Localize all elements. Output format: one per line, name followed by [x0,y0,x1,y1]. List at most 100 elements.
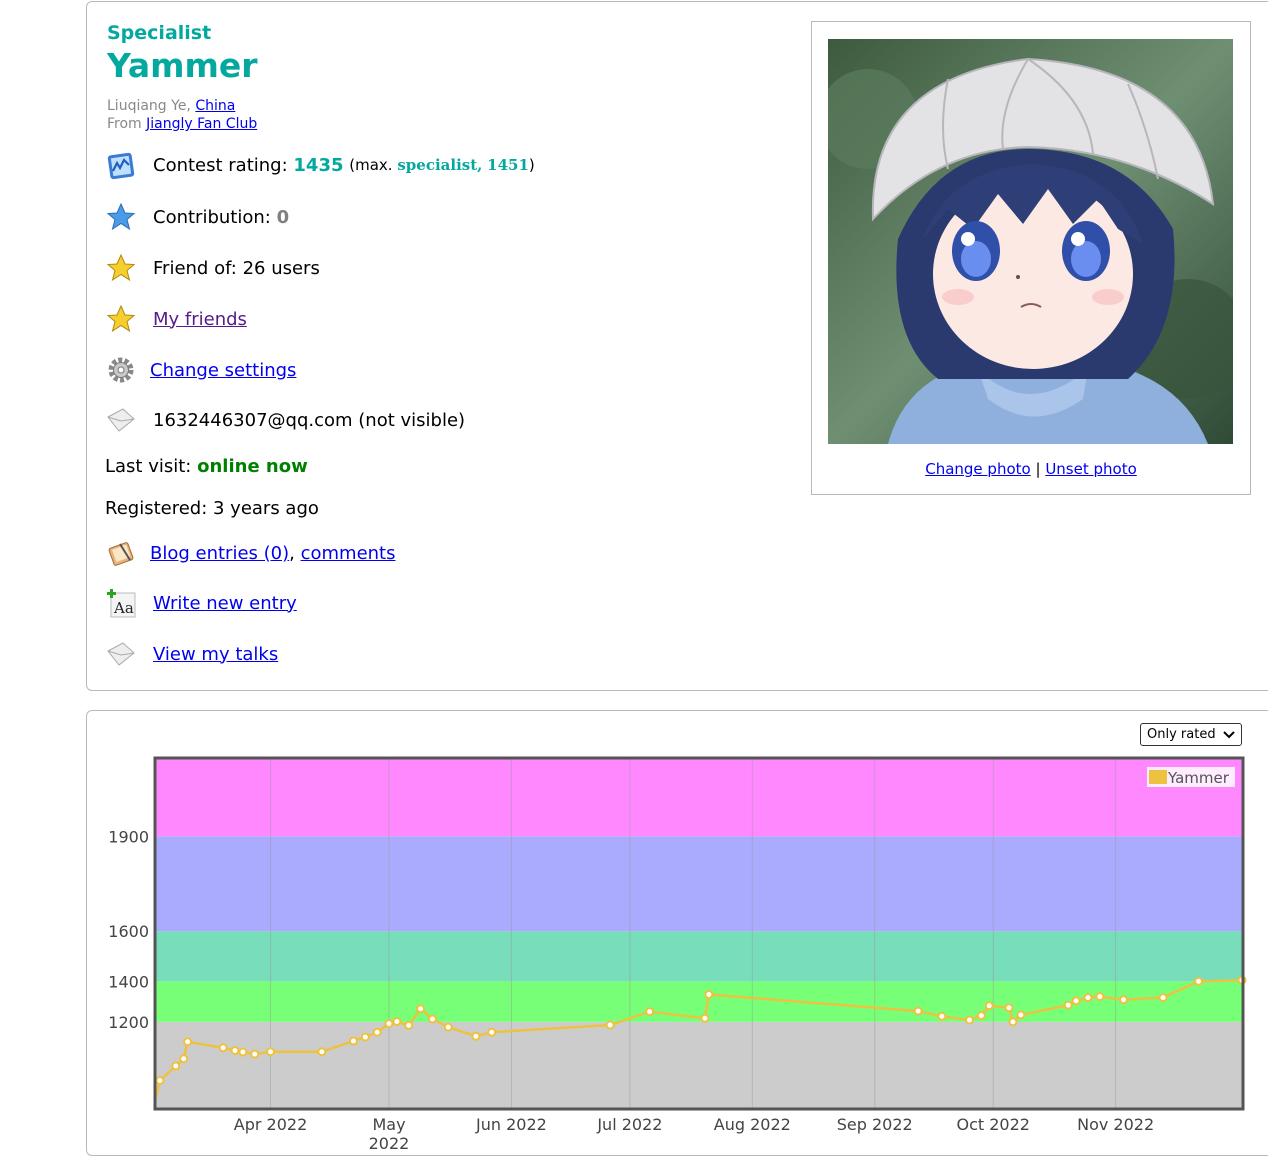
contest-rating-value: 1435 [293,154,344,176]
data-point [976,1011,986,1021]
photo-links: Change photo | Unset photo [812,460,1250,478]
change-settings-link[interactable]: Change settings [150,359,297,381]
my-friends-row: My friends [105,303,247,335]
rating-filter-select[interactable]: Only rated [1140,723,1242,746]
data-point [965,1015,975,1025]
user-photo-frame: Change photo | Unset photo [811,21,1251,495]
data-point [427,1014,437,1024]
blog-comma: , [289,542,295,564]
data-point [238,1047,248,1057]
legend-swatch [1149,770,1167,784]
data-point [487,1027,497,1037]
rating-band [156,931,1242,982]
data-point [1095,992,1105,1002]
data-point [1004,1003,1014,1013]
legend: Yammer [1147,767,1235,787]
contest-rating-label: Contest rating: [153,154,288,176]
registered-text: Registered: 3 years ago [105,498,319,519]
blue-star-icon [105,201,137,233]
data-point [155,1076,165,1086]
write-new-entry-link[interactable]: Write new entry [153,592,297,614]
max-rating: (max. specialist, 1451) [349,156,535,174]
blog-row: Blog entries (0), comments [105,537,396,569]
chevron-down-icon [1223,730,1235,738]
email-row: 1632446307@qq.com (not visible) [105,404,465,436]
data-point [372,1027,382,1037]
data-point [1194,976,1204,986]
x-tick-label: Aug 2022 [714,1115,791,1134]
legend-label: Yammer [1167,769,1230,787]
envelope-icon [105,404,137,436]
star-icon [105,303,137,335]
x-tick-label: Sep 2022 [837,1115,913,1134]
rating-band [156,759,1242,837]
data-point [645,1007,655,1017]
data-point [230,1046,240,1056]
unset-photo-link[interactable]: Unset photo [1045,460,1137,478]
my-friends-link[interactable]: My friends [153,308,247,330]
max-suffix: ) [528,156,535,174]
y-tick-label: 1600 [108,922,149,941]
user-avatar [828,39,1233,444]
data-point [360,1032,370,1042]
svg-text:Aa: Aa [113,599,134,617]
envelope-icon [105,638,137,670]
friend-of-row: Friend of: 26 users [105,252,320,284]
data-point [471,1031,481,1041]
last-visit-label: Last visit: [105,456,192,477]
gear-icon [105,354,137,386]
user-location: Liuqiang Ye, China From Jiangly Fan Club [107,97,257,133]
data-point [348,1036,358,1046]
data-point [913,1006,923,1016]
plot-frame [153,756,1245,1111]
blog-notebook-icon [105,537,137,569]
last-visit-row: Last visit: online now [105,456,308,477]
x-tick-label: Nov 2022 [1077,1115,1154,1134]
registered-row: Registered: 3 years ago [105,498,319,519]
x-tick-label: Apr 2022 [234,1115,307,1134]
max-rating-value: 1451 [487,156,529,174]
x-tick-label: Jun 2022 [475,1115,547,1134]
data-point [179,1054,189,1064]
data-point [416,1004,426,1014]
data-point [218,1043,228,1053]
blog-entries-link[interactable]: Blog entries (0) [150,542,290,564]
data-point [937,1011,947,1021]
photo-links-separator: | [1035,460,1041,478]
contest-rating-row: Contest rating: 1435 (max. specialist, 1… [105,149,535,181]
x-tick-label: Oct 2022 [956,1115,1029,1134]
rating-band [156,981,1242,1022]
last-visit-value: online now [197,456,308,477]
change-settings-row: Change settings [105,354,296,386]
data-point [183,1037,193,1047]
data-point [171,1061,181,1071]
y-tick-label: 1400 [108,972,149,991]
rating-filter-value: Only rated [1147,727,1216,742]
new-entry-icon: Aa [105,587,137,619]
data-point [704,989,714,999]
email-text: 1632446307@qq.com (not visible) [153,409,466,431]
star-icon [105,252,137,284]
x-tick-label: Jul 2022 [596,1115,662,1134]
max-rank: specialist, [397,156,483,174]
comments-link[interactable]: comments [300,542,396,564]
data-point [266,1047,276,1057]
change-photo-link[interactable]: Change photo [925,460,1031,478]
y-tick-label: 1900 [108,827,149,846]
talks-row: View my talks [105,638,278,670]
rating-band [156,836,1242,932]
data-point [392,1016,402,1026]
data-point [1071,996,1081,1006]
data-point [1063,1000,1073,1010]
x-tick-label: 2022 [369,1134,410,1153]
data-point [1158,993,1168,1003]
user-rank: Specialist [107,22,212,44]
organization-link[interactable]: Jiangly Fan Club [146,116,258,132]
y-tick-label: 1200 [108,1013,149,1032]
data-point [700,1013,710,1023]
rating-graph-icon [105,149,137,181]
view-my-talks-link[interactable]: View my talks [153,643,279,665]
rating-band [156,1021,1242,1108]
country-link[interactable]: China [195,98,236,114]
